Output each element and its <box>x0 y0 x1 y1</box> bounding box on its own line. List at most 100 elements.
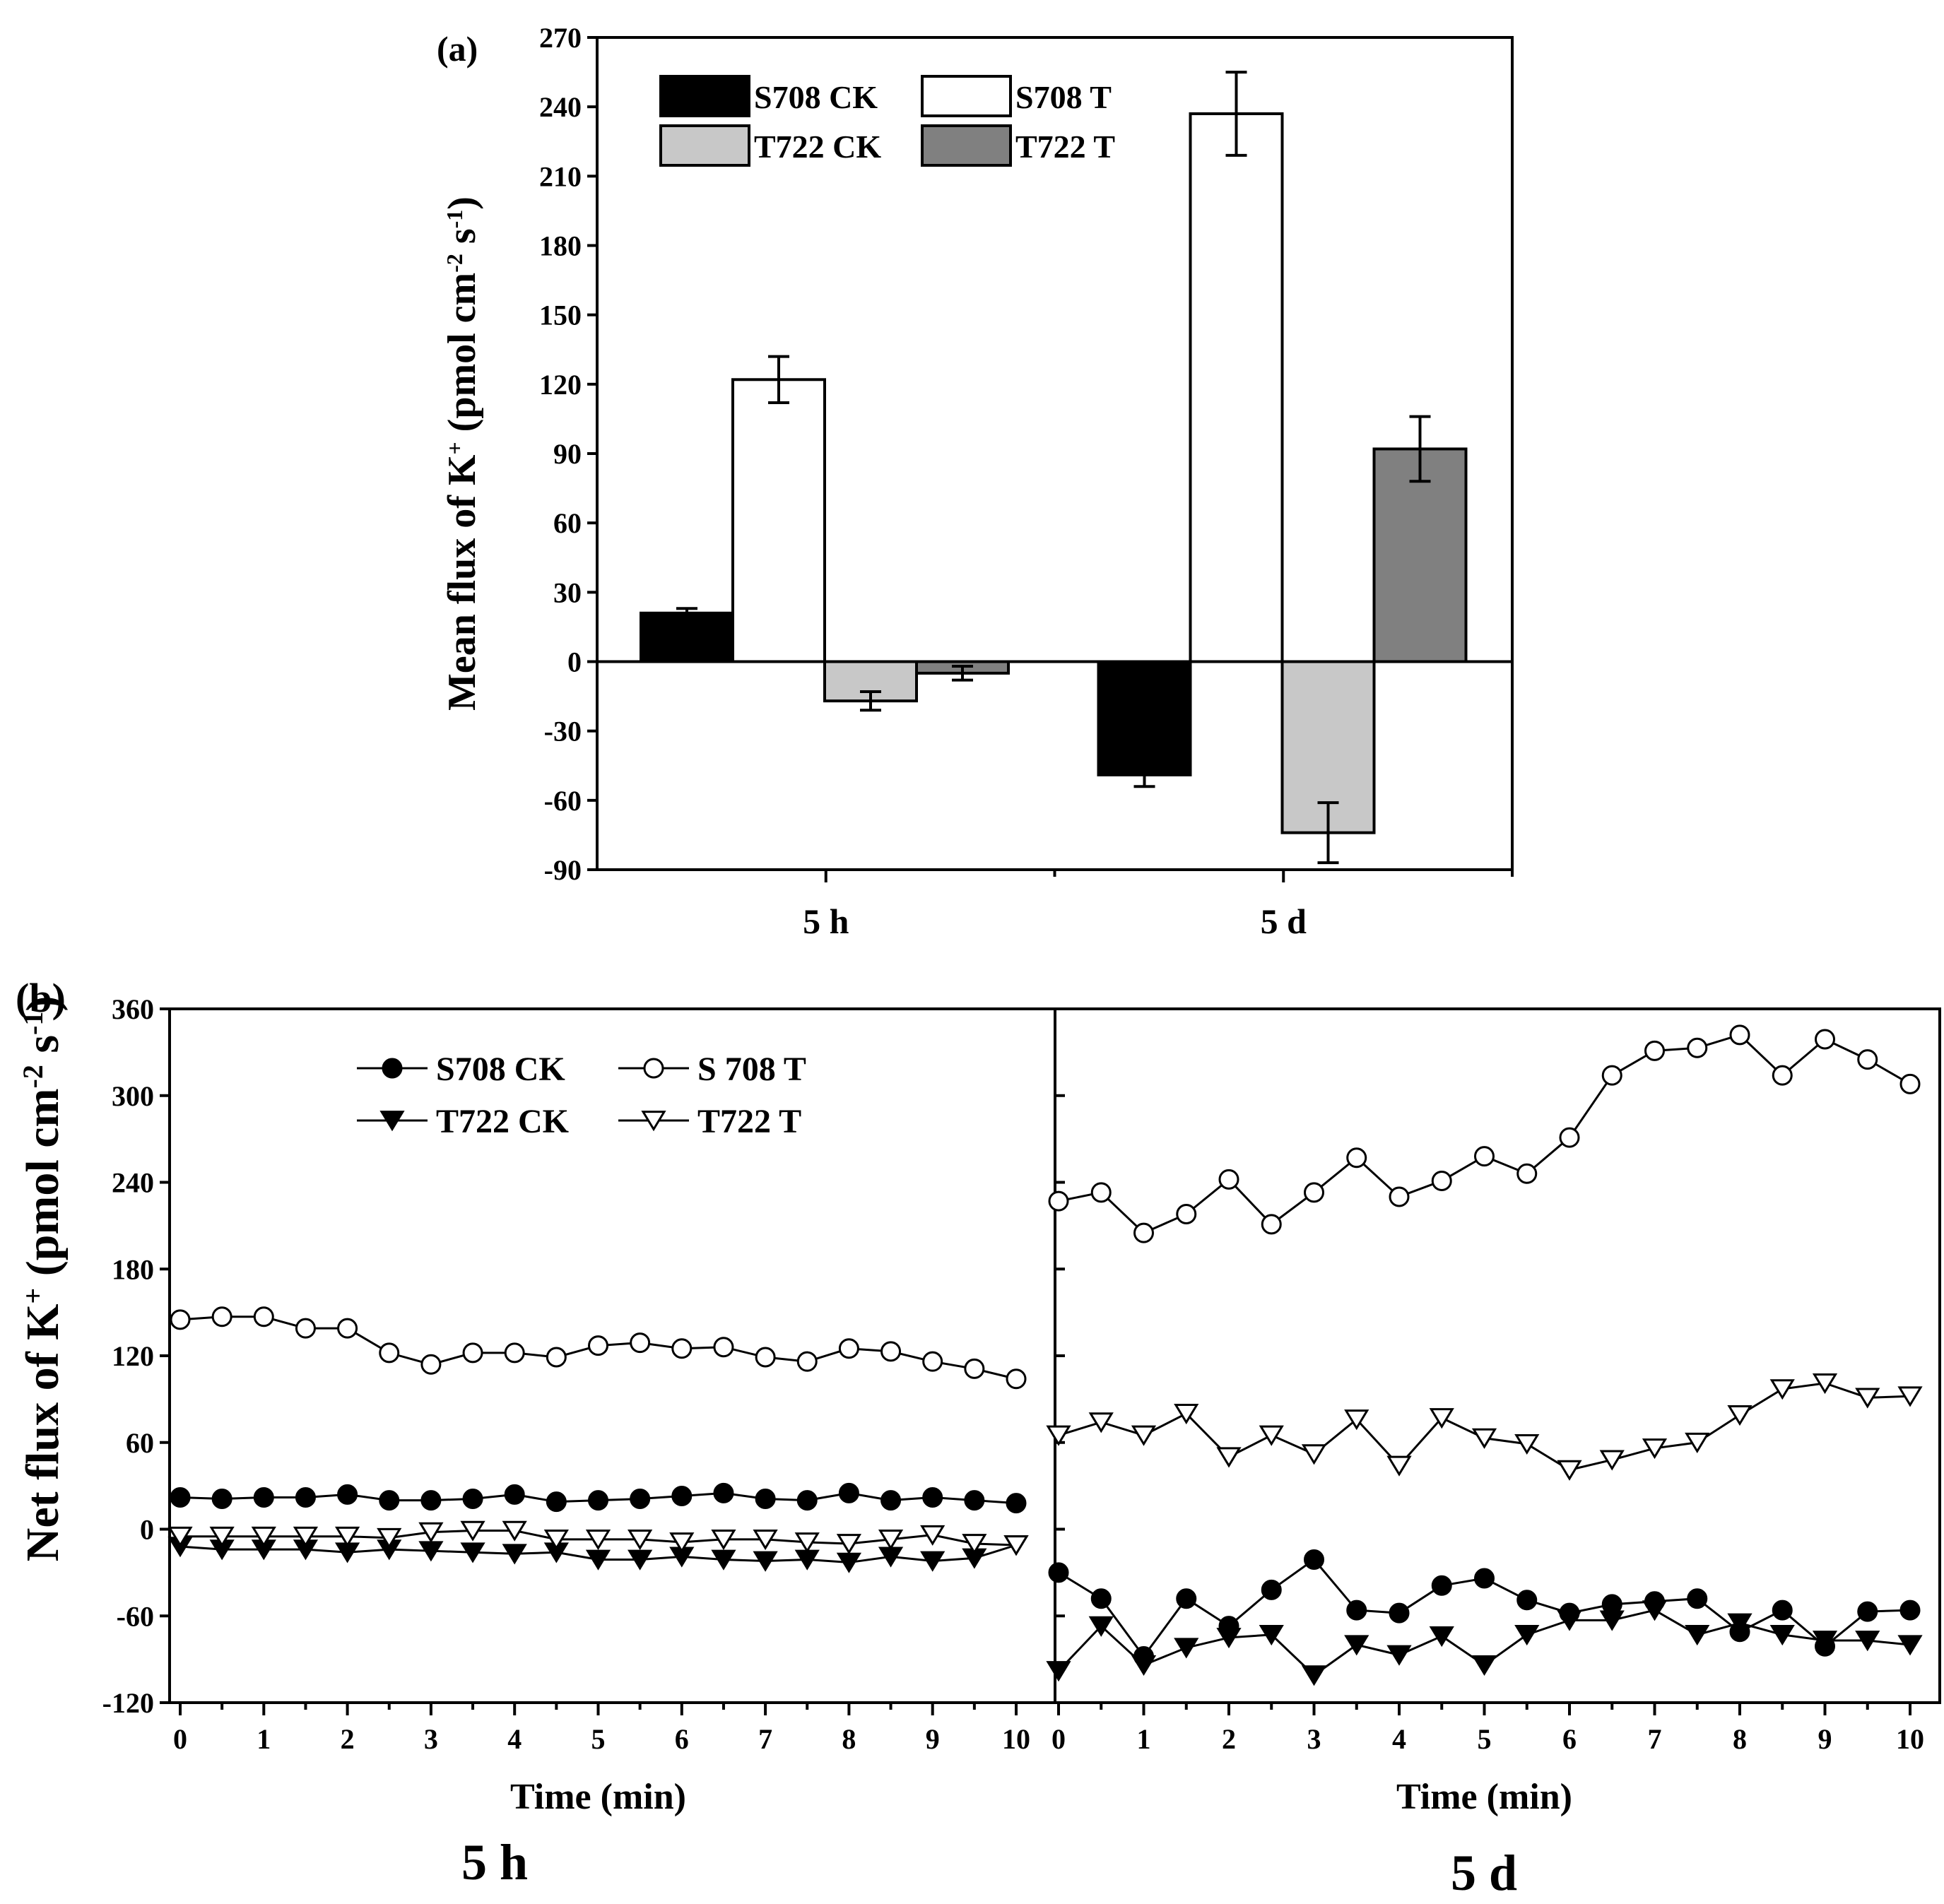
b-point-s-708-t <box>1687 1037 1708 1058</box>
b-point-s708-ck <box>504 1484 525 1505</box>
b-x-tick-label: 0 <box>173 1723 187 1755</box>
b-x-tick-label: 10 <box>1896 1723 1924 1755</box>
a-legend-label-t722-ck: T722 CK <box>754 129 881 165</box>
b-point-t722-t <box>502 1520 527 1542</box>
b-point-t722-ck <box>1429 1626 1454 1648</box>
a-legend-label-s708-t: S708 T <box>1015 79 1112 115</box>
b-point-s-708-t <box>838 1338 859 1359</box>
b-point-t722-t <box>1769 1379 1795 1400</box>
b-x-tick-label: 10 <box>1002 1723 1030 1755</box>
b-point-s708-ck <box>337 1484 358 1505</box>
a-legend-swatch-s708-ck <box>659 75 750 117</box>
b-point-s-708-t <box>1431 1170 1452 1191</box>
b-point-s-708-t <box>1644 1040 1665 1061</box>
panel-a-bars <box>640 71 1468 865</box>
b-point-t722-ck <box>628 1549 653 1571</box>
b-point-s708-ck <box>1346 1600 1367 1621</box>
b-x-tick-label: 8 <box>1733 1723 1747 1755</box>
b-point-s708-ck <box>1687 1588 1708 1609</box>
b-point-s-708-t <box>922 1351 943 1372</box>
b-point-s708-ck <box>630 1489 651 1510</box>
panel-a-axes: -90 -60 -30 0 30 60 90 120 150 180 210 240 270 5 h 5 d <box>539 22 1514 941</box>
b-point-t722-t <box>836 1534 862 1555</box>
b-point-t722-ck <box>1131 1655 1157 1677</box>
b-point-s708-ck <box>1176 1588 1197 1609</box>
b-x-tick-label: 3 <box>1307 1723 1321 1755</box>
panel-b-legend: S708 CK S 708 T T722 CK T722 T <box>357 1051 806 1140</box>
b-x-tick-label: 6 <box>1562 1723 1577 1755</box>
b-y-tick-label: 240 <box>112 1167 154 1199</box>
b-point-s-708-t <box>1857 1049 1878 1070</box>
panel-a-bar-chart: (a) -90 -60 -30 0 30 60 90 120 150 180 210 240 270 5 … <box>437 22 1514 941</box>
b-point-t722-t <box>794 1532 820 1554</box>
b-x-tick-label: 7 <box>1648 1723 1662 1755</box>
b-point-t722-t <box>543 1529 569 1551</box>
b-point-t722-ck <box>1259 1624 1284 1646</box>
b-y-tick-label: -120 <box>102 1687 154 1719</box>
b-point-t722-t <box>1046 1425 1071 1446</box>
b-point-t722-t <box>1429 1408 1454 1429</box>
a-y-tick-label: -90 <box>544 854 582 886</box>
b-point-s708-ck <box>1048 1562 1069 1583</box>
b-point-t722-t <box>1897 1386 1923 1407</box>
b-x-tick-label: 3 <box>424 1723 438 1755</box>
b-point-t722-ck <box>1216 1628 1242 1649</box>
b-point-t722-ck <box>1812 1631 1838 1652</box>
b-point-t722-t <box>1727 1405 1752 1426</box>
b-y-tick-label: 180 <box>112 1253 154 1285</box>
b-point-s708-ck <box>671 1485 693 1506</box>
b-point-s-708-t <box>1899 1073 1921 1094</box>
b-point-s-708-t <box>880 1341 902 1362</box>
b-point-t722-t <box>209 1526 235 1547</box>
b-point-t722-ck <box>753 1551 778 1572</box>
b-point-s708-ck <box>1261 1579 1282 1600</box>
b-point-s708-ck <box>964 1490 985 1511</box>
b-point-s708-ck <box>588 1490 608 1511</box>
b-point-s708-ck <box>1474 1568 1495 1589</box>
b-point-t722-ck <box>1344 1635 1369 1656</box>
a-y-tick-label: 60 <box>553 507 582 539</box>
b-point-s-708-t <box>1218 1169 1239 1190</box>
b-point-s708-ck <box>1431 1575 1452 1596</box>
b-point-s708-ck <box>1899 1600 1921 1621</box>
a-bar-t722-t-5-d <box>1372 447 1468 663</box>
b-point-t722-t <box>1131 1425 1157 1446</box>
b-point-s-708-t <box>462 1342 483 1364</box>
b-point-t722-t <box>167 1526 193 1547</box>
b-x-tick-label: 1 <box>1137 1723 1151 1755</box>
b-x-tick-label: 1 <box>257 1723 271 1755</box>
b-x-tick-label: 5 <box>1478 1723 1492 1755</box>
b-point-t722-t <box>1685 1432 1710 1453</box>
b-legend-label-t722-t: T722 T <box>697 1103 801 1140</box>
b-point-s708-ck <box>880 1490 902 1511</box>
panel-a-y-axis-label-text: Mean flux of K+ (pmol cm-2 s-1) <box>440 196 484 711</box>
a-x-tick-label: 5 h <box>803 901 849 941</box>
b-point-s708-ck <box>1857 1601 1878 1622</box>
b-point-t722-t <box>711 1529 736 1551</box>
b-x-tick-label: 2 <box>341 1723 355 1755</box>
a-y-tick-label: 270 <box>539 22 582 54</box>
b-point-s708-ck <box>1304 1549 1324 1570</box>
panel-a-legend: S708 CK S708 T T722 CK T722 T <box>659 75 1115 167</box>
a-y-tick-label: 180 <box>539 230 582 262</box>
panel-a-label: (a) <box>437 29 478 69</box>
b-point-t722-ck <box>1897 1635 1923 1656</box>
b-subplot-title-5-d: 5 d <box>1451 1845 1517 1901</box>
b-point-t722-t <box>1301 1444 1327 1465</box>
b-point-s-708-t <box>170 1309 191 1330</box>
b-x-tick-label: 5 <box>591 1723 606 1755</box>
b-point-s708-ck <box>382 1058 403 1079</box>
b-y-tick-label: 0 <box>140 1514 154 1546</box>
b-point-s-708-t <box>1772 1065 1793 1086</box>
a-bar-t722-ck-5-h <box>823 660 918 703</box>
b-y-tick-label: 60 <box>126 1427 154 1459</box>
b-point-s708-ck <box>211 1489 232 1510</box>
b-point-t722-ck <box>1855 1631 1880 1652</box>
b-point-s-708-t <box>295 1318 316 1339</box>
b-point-s-708-t <box>1090 1182 1112 1203</box>
b-point-t722-t <box>669 1532 695 1554</box>
b-point-s-708-t <box>546 1347 567 1368</box>
